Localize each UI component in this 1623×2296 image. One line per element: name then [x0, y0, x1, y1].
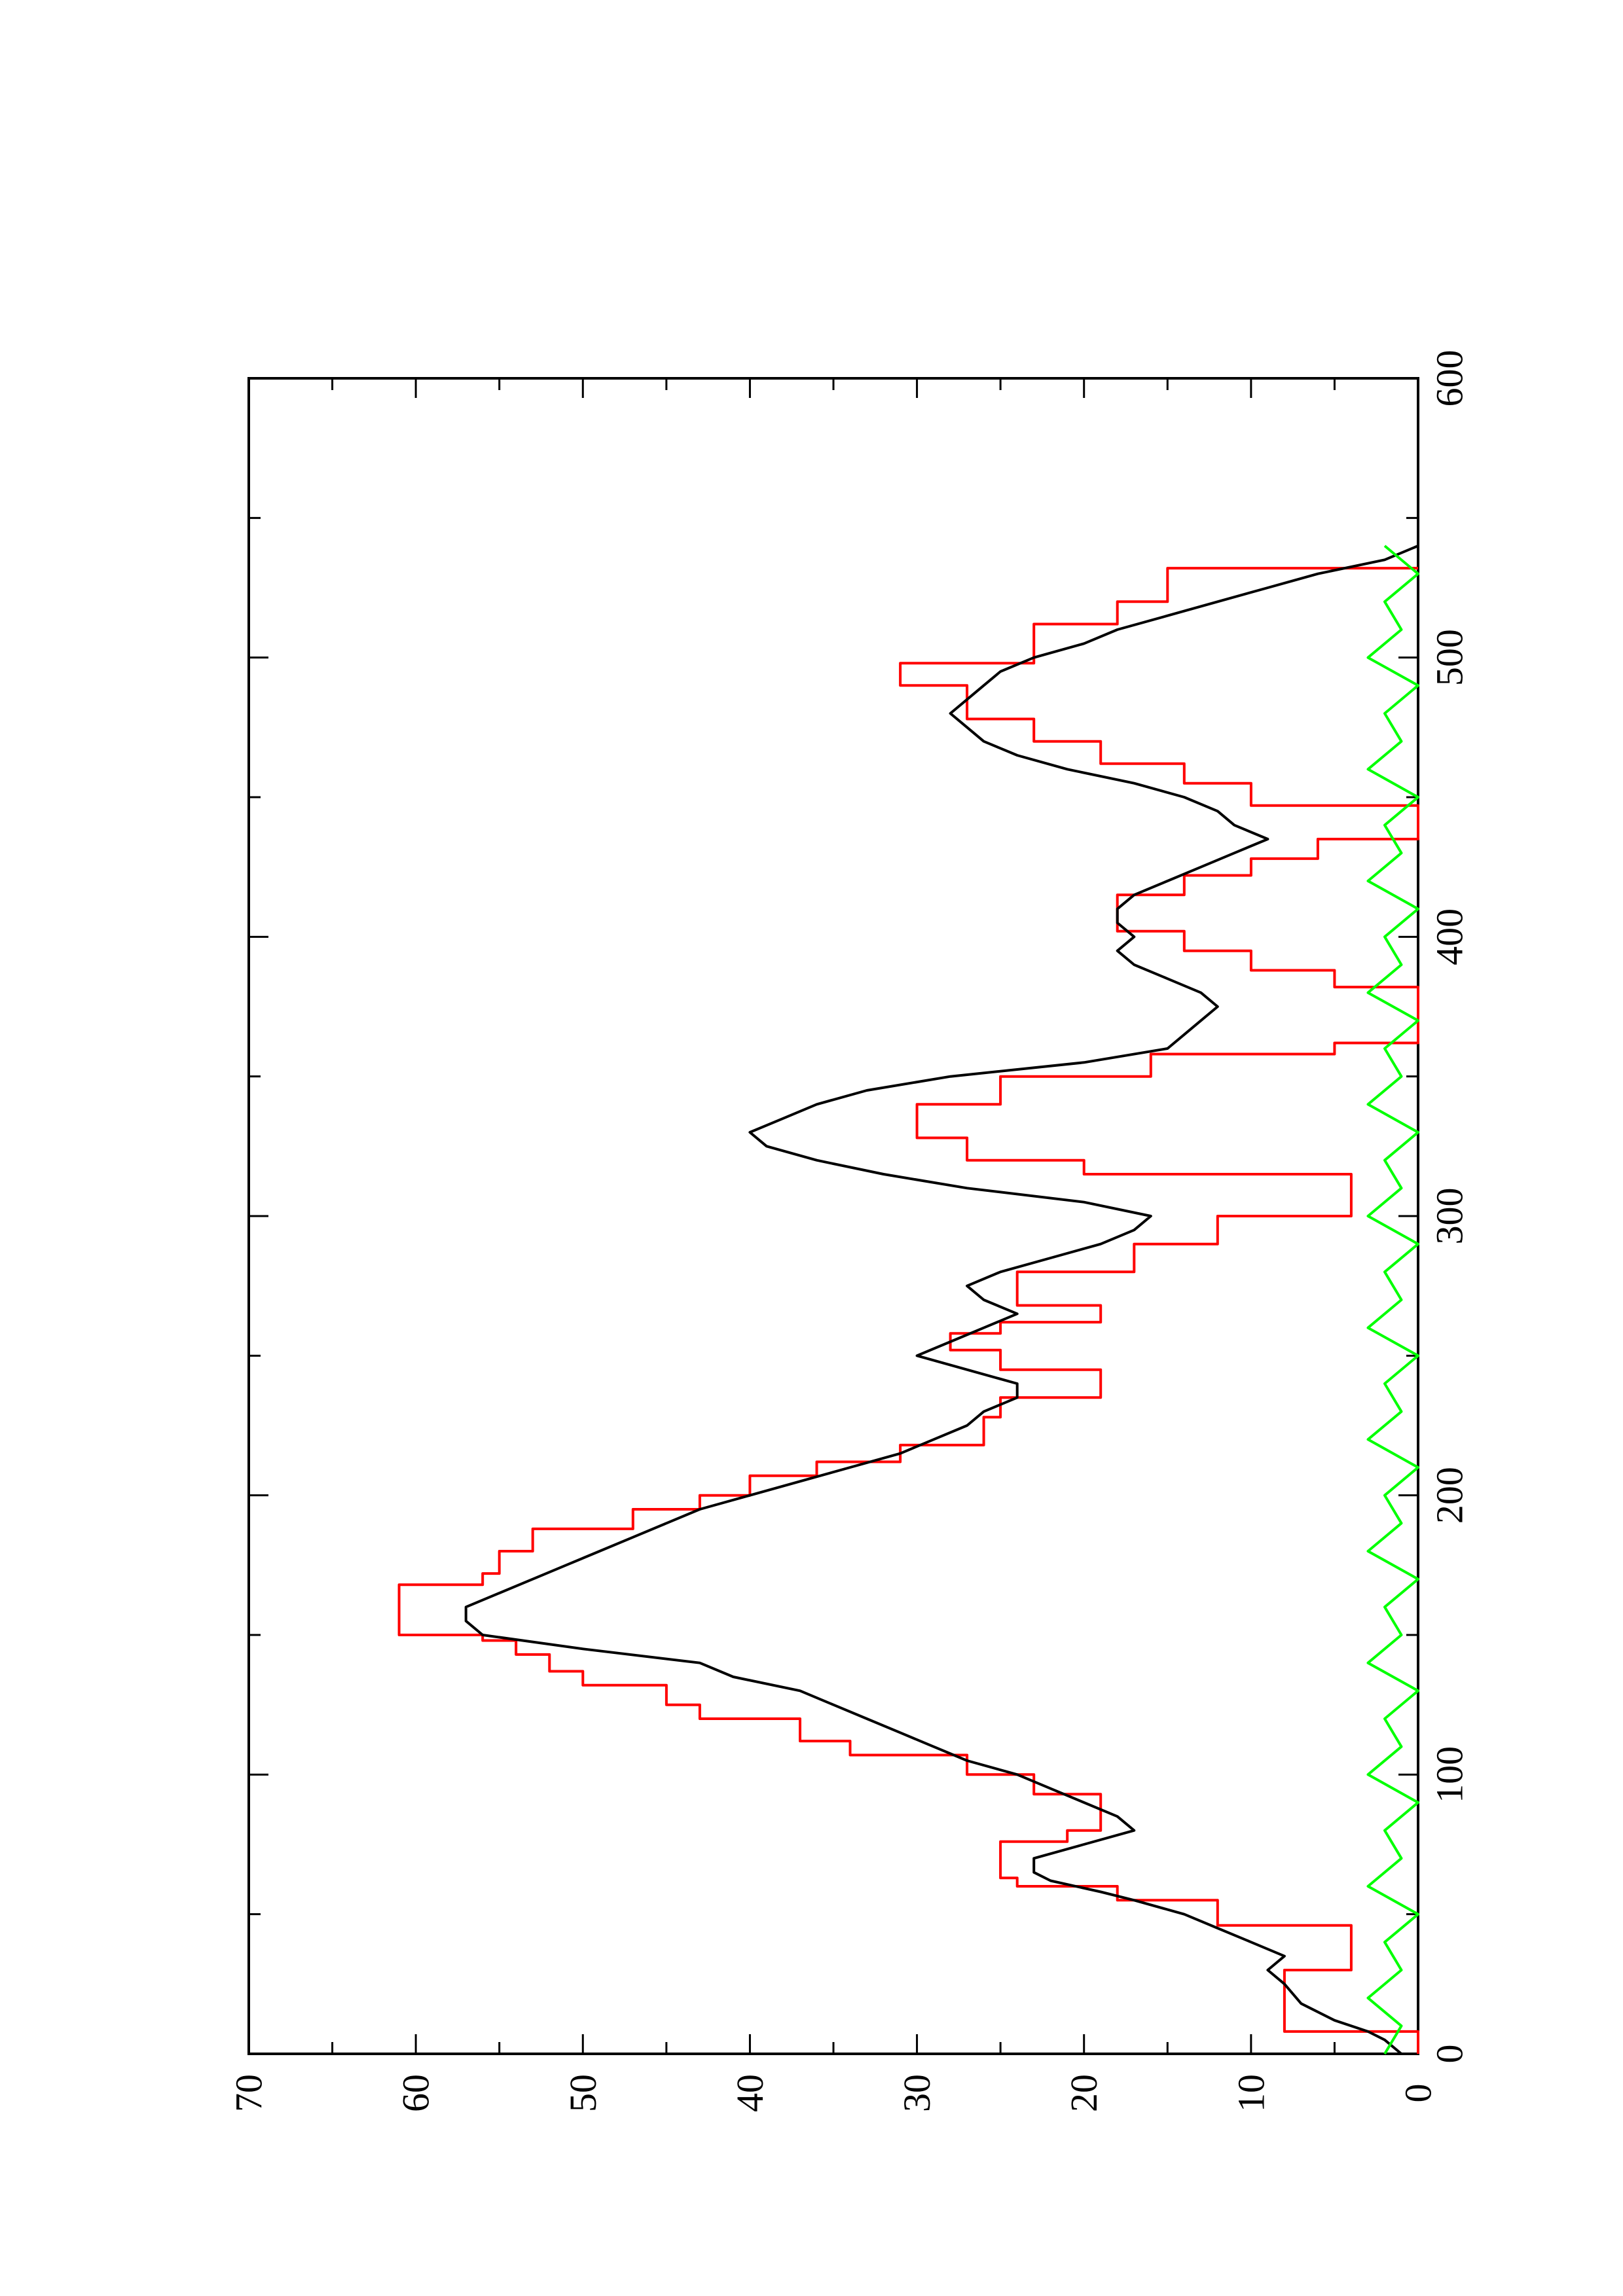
x-tick-label: 0 [1429, 2045, 1471, 2064]
y-tick-label: 40 [729, 2074, 771, 2112]
y-tick-label: 30 [896, 2074, 938, 2112]
x-tick-label: 500 [1429, 629, 1471, 686]
series-line-2 [464, 545, 1419, 2055]
x-tick-label: 100 [1429, 1746, 1471, 1803]
x-tick-label: 200 [1429, 1467, 1471, 1524]
y-tick-label: 20 [1063, 2074, 1105, 2112]
axis-tick-labels: 0 100 200 300 400 500 600 0 10 20 30 40 50 60 70 [228, 350, 1471, 2113]
y-tick-label: 50 [562, 2074, 604, 2112]
y-tick-label: 70 [228, 2074, 270, 2112]
y-tick-label: 10 [1230, 2074, 1272, 2112]
x-tick-label: 300 [1429, 1188, 1471, 1245]
x-tick-label: 600 [1429, 350, 1471, 407]
series-line-3 [1366, 545, 1419, 2055]
axis-ticks [247, 377, 1419, 2055]
y-tick-label: 60 [395, 2074, 437, 2112]
series-group [397, 545, 1419, 2055]
series-line-1 [397, 567, 1419, 2054]
x-tick-label: 400 [1429, 908, 1471, 965]
y-tick-label: 0 [1397, 2084, 1440, 2103]
